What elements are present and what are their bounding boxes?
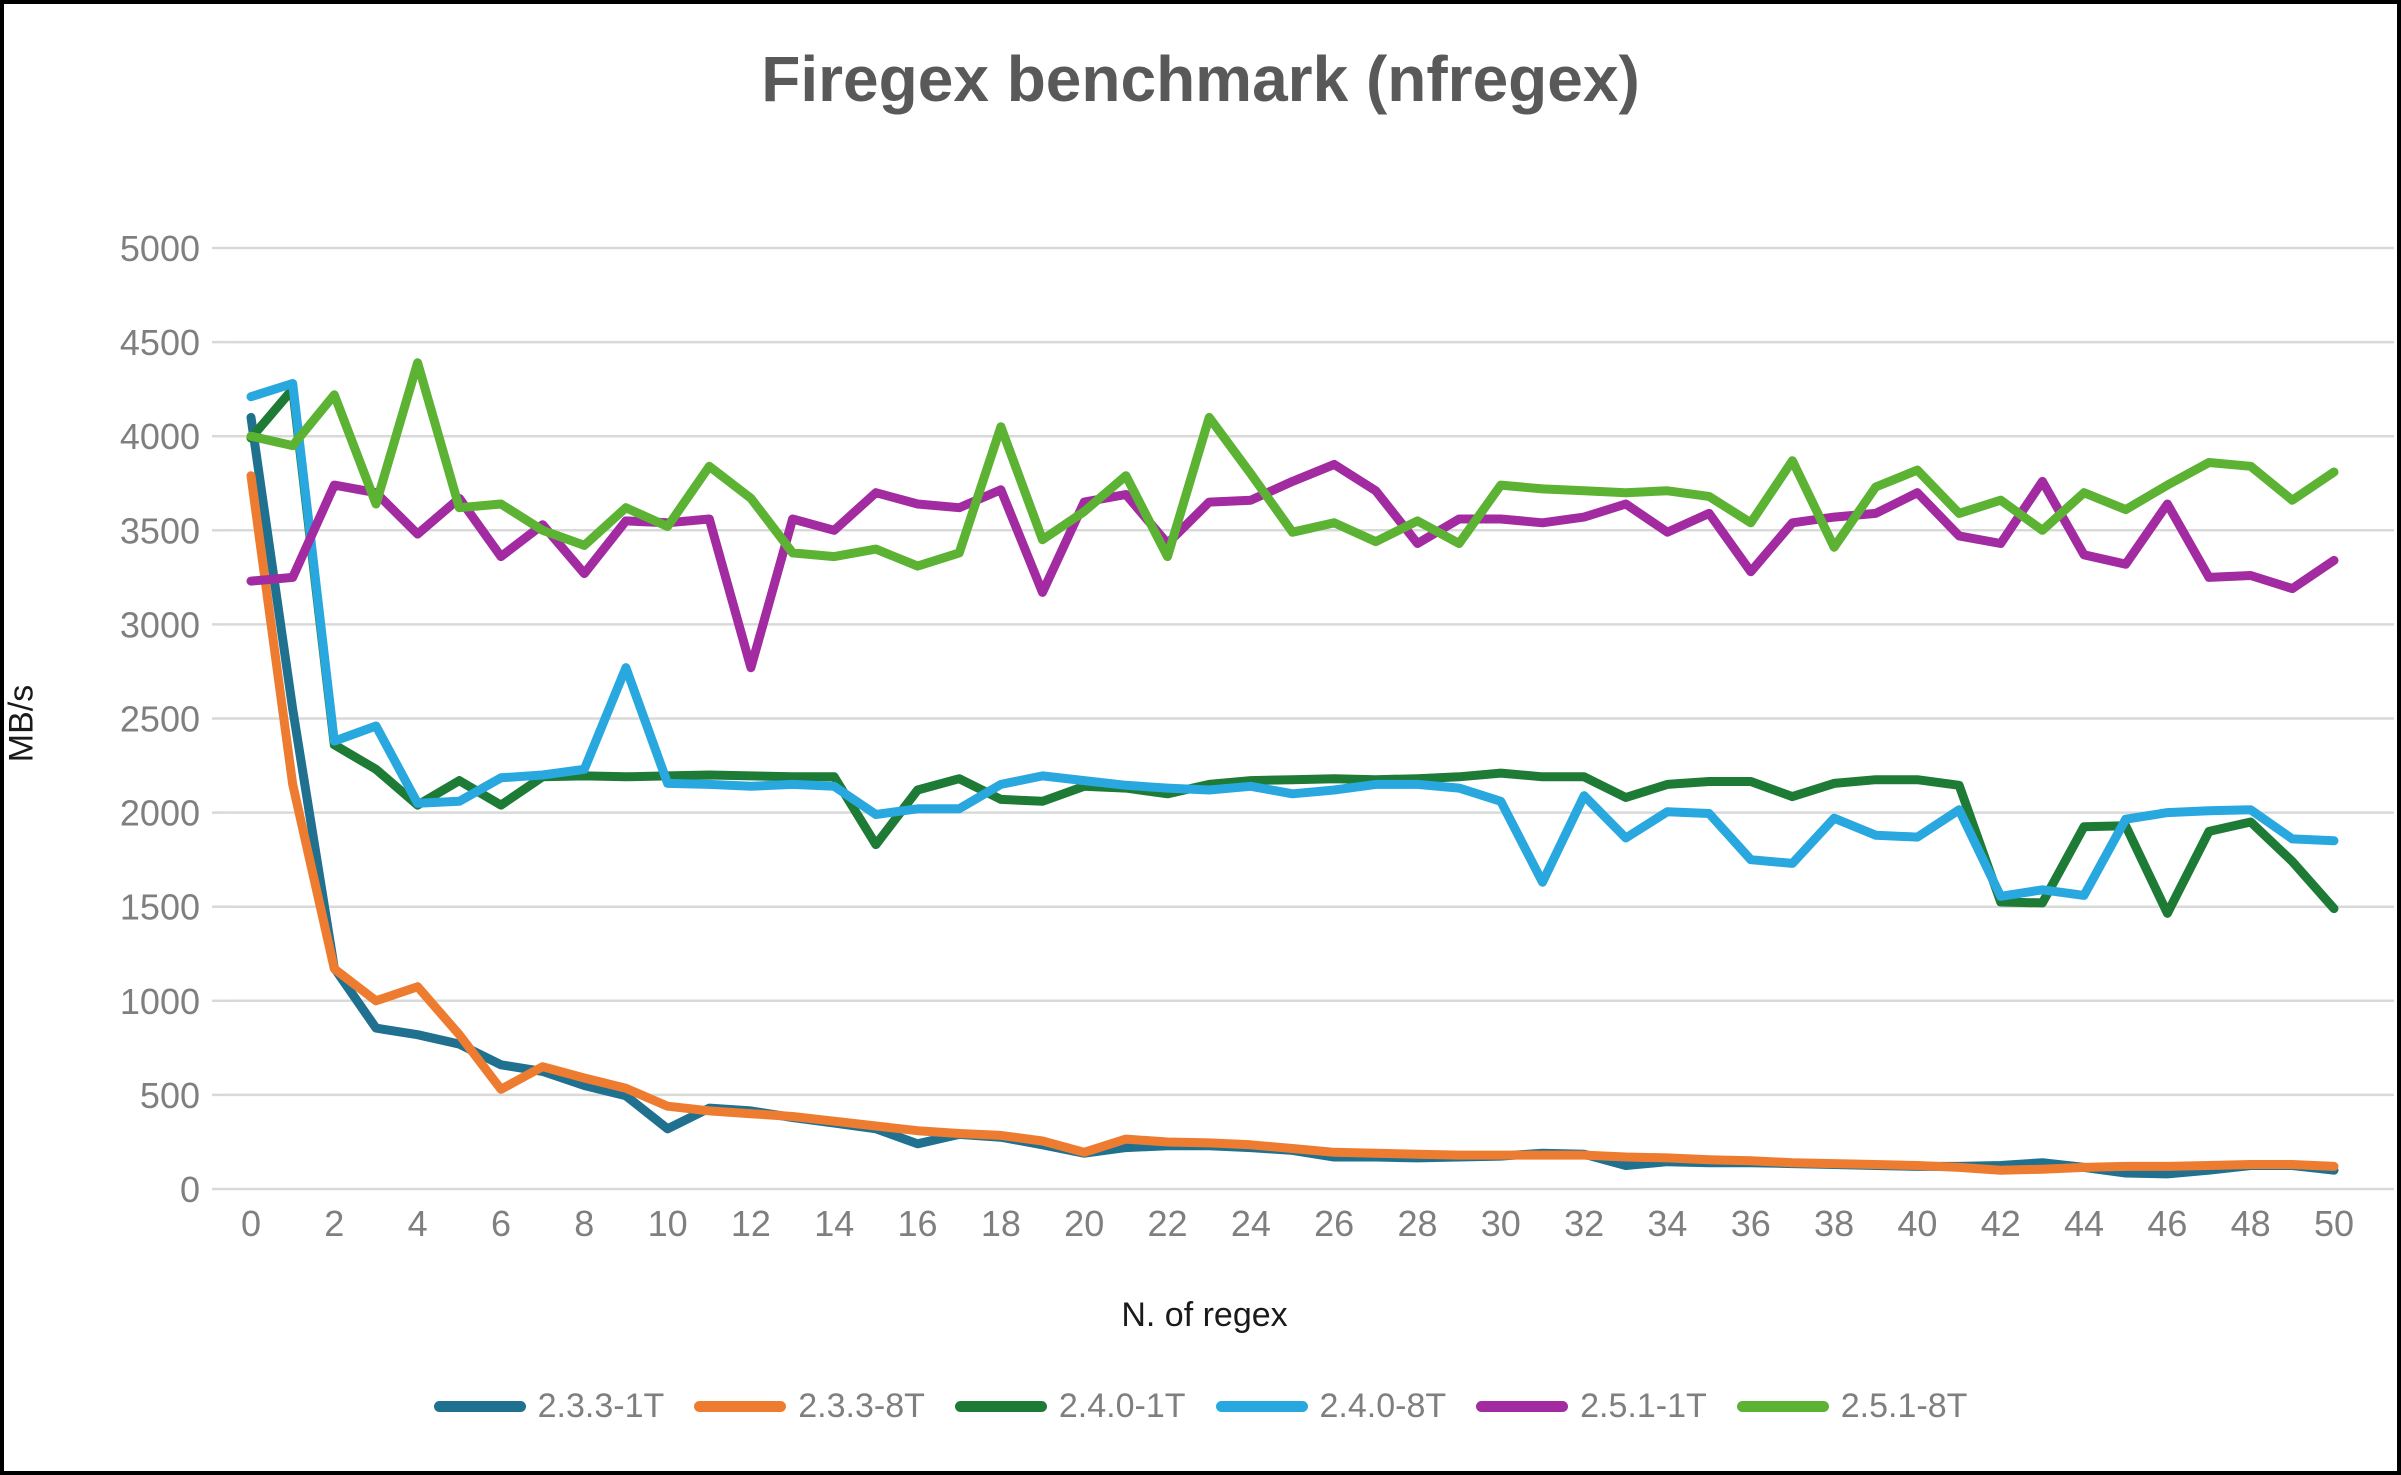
legend-item: 2.3.3-8T	[694, 1387, 925, 1426]
legend-label: 2.3.3-8T	[798, 1387, 925, 1425]
x-tick-label: 14	[814, 1203, 854, 1244]
x-tick-label: 48	[2231, 1203, 2271, 1244]
x-tick-label: 30	[1481, 1203, 1521, 1244]
series-line-2.3.3-8T	[246, 471, 2339, 1175]
y-tick-labels: 0 500 1000 1500 2000 2500 3000 3500 4000 4500 5000	[120, 228, 200, 1210]
gridlines	[212, 246, 2394, 1191]
series-line-2.5.1-1T	[246, 459, 2339, 673]
y-tick-label: 4000	[120, 416, 200, 457]
y-tick-label: 2000	[120, 793, 200, 834]
y-tick-label: 2500	[120, 699, 200, 740]
x-tick-label: 46	[2147, 1203, 2187, 1244]
x-tick-label: 2	[324, 1203, 344, 1244]
y-tick-label: 1000	[120, 981, 200, 1022]
y-tick-label: 3500	[120, 510, 200, 551]
series-line-2.5.1-8T	[246, 358, 2339, 571]
x-tick-label: 8	[574, 1203, 594, 1244]
x-tick-label: 6	[491, 1203, 511, 1244]
x-tick-label: 40	[1897, 1203, 1937, 1244]
legend-swatch-icon	[954, 1401, 1047, 1412]
legend-swatch-icon	[1476, 1401, 1569, 1412]
legend-swatch-icon	[433, 1401, 526, 1412]
x-tick-label: 26	[1314, 1203, 1354, 1244]
series-line-2.4.0-8T	[246, 379, 2339, 901]
x-tick-label: 0	[241, 1203, 261, 1244]
x-tick-label: 4	[408, 1203, 428, 1244]
legend-label: 2.3.3-1T	[537, 1387, 665, 1425]
x-tick-label: 38	[1814, 1203, 1854, 1244]
y-tick-label: 5000	[120, 228, 200, 269]
x-tick-label: 24	[1231, 1203, 1271, 1244]
x-tick-label: 20	[1064, 1203, 1104, 1244]
x-tick-label: 42	[1981, 1203, 2021, 1244]
series-line-2.4.0-1T	[246, 384, 2339, 918]
x-tick-label: 32	[1564, 1203, 1604, 1244]
chart-legend: 2.3.3-1T 2.3.3-8T 2.4.0-1T 2.4.0-8T 2.5.…	[4, 1387, 2397, 1426]
x-tick-labels: 0 2 4 6 8 10 12 14 16 18 20 22 24 26 28 30 32 34 36 38 40 42 4…	[241, 1203, 2354, 1244]
x-axis-title: N. of regex	[1121, 1296, 1288, 1334]
x-tick-label: 22	[1147, 1203, 1187, 1244]
y-tick-label: 500	[140, 1075, 200, 1116]
x-tick-label: 34	[1647, 1203, 1687, 1244]
chart-title: Firegex benchmark (nfregex)	[761, 43, 1640, 115]
x-tick-label: 36	[1731, 1203, 1771, 1244]
x-tick-label: 28	[1397, 1203, 1437, 1244]
x-tick-label: 18	[981, 1203, 1021, 1244]
legend-item: 2.4.0-1T	[954, 1387, 1186, 1426]
y-tick-label: 0	[180, 1169, 200, 1210]
legend-label: 2.4.0-8T	[1319, 1387, 1447, 1425]
legend-item: 2.3.3-1T	[433, 1387, 665, 1426]
x-tick-label: 44	[2064, 1203, 2104, 1244]
x-tick-label: 12	[731, 1203, 771, 1244]
legend-item: 2.4.0-8T	[1215, 1387, 1447, 1426]
legend-swatch-icon	[1736, 1401, 1829, 1412]
y-tick-label: 3000	[120, 604, 200, 645]
x-tick-label: 50	[2314, 1203, 2354, 1244]
line-chart-plot-area: 0500100015002000250030003500400045005000…	[120, 228, 2394, 1244]
x-tick-label: 16	[898, 1203, 938, 1244]
legend-label: 2.5.1-1T	[1580, 1387, 1707, 1425]
legend-item: 2.5.1-1T	[1476, 1387, 1707, 1426]
x-tick-label: 10	[648, 1203, 688, 1244]
legend-label: 2.4.0-1T	[1058, 1387, 1186, 1425]
y-tick-label: 1500	[120, 887, 200, 928]
legend-swatch-icon	[1215, 1401, 1308, 1412]
legend-label: 2.5.1-8T	[1840, 1387, 1968, 1425]
y-tick-label: 4500	[120, 322, 200, 363]
legend-swatch-icon	[694, 1401, 787, 1412]
legend-item: 2.5.1-8T	[1736, 1387, 1968, 1426]
